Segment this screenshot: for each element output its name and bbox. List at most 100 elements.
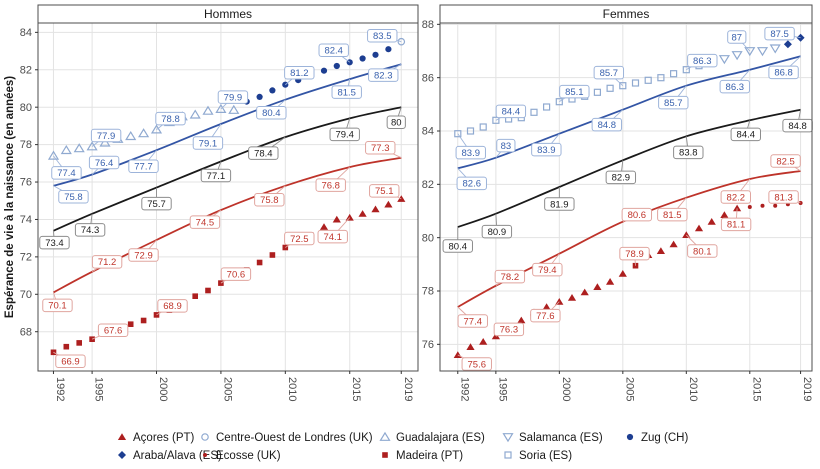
label-box bbox=[544, 197, 575, 211]
legend-item-soria-es: Soria (ES) bbox=[504, 450, 572, 462]
tri-open-icon bbox=[379, 431, 391, 441]
point-soria bbox=[555, 98, 563, 106]
y-tick-label: 76 bbox=[20, 177, 32, 189]
point-soria bbox=[631, 79, 640, 87]
label-box bbox=[51, 166, 82, 180]
point-salamanca bbox=[718, 55, 730, 65]
panel-title-hommes: Hommes bbox=[204, 7, 252, 21]
legend-label: Salamanca (ES) bbox=[519, 432, 603, 444]
label-text: 83 bbox=[501, 141, 512, 152]
point-acores bbox=[567, 294, 577, 301]
label-text: 81.3 bbox=[774, 192, 793, 203]
label-text: 76.8 bbox=[321, 180, 340, 191]
label-text: 77.9 bbox=[97, 131, 116, 142]
label-box bbox=[496, 138, 516, 153]
label-box bbox=[768, 190, 799, 204]
label-box bbox=[687, 244, 718, 258]
x-tick-label: 1992 bbox=[458, 377, 470, 401]
legend-item-centre-ouest-de-londres-uk: Centre-Ouest de Londres (UK) bbox=[201, 432, 373, 444]
point-ecosse-points bbox=[760, 203, 765, 208]
point-acores bbox=[332, 215, 341, 223]
point-zug bbox=[385, 46, 392, 53]
label-text: 87 bbox=[731, 32, 742, 43]
label-box bbox=[442, 239, 473, 253]
point-soria bbox=[606, 84, 614, 92]
label-text: 70.1 bbox=[48, 301, 67, 312]
y-tick-label: 82 bbox=[20, 64, 32, 76]
label-text: 67.6 bbox=[104, 325, 123, 336]
label-box bbox=[315, 178, 346, 192]
legend: Açores (PT) Centre-Ouest de Londres (UK) G… bbox=[117, 431, 688, 462]
series-araba-alava-points bbox=[783, 33, 805, 49]
point-guadalajara bbox=[125, 130, 137, 141]
label-box bbox=[284, 231, 315, 246]
point-madeira bbox=[269, 252, 276, 258]
point-araba-alava-points bbox=[783, 40, 792, 49]
point-acores bbox=[319, 223, 329, 230]
label-text: 74.3 bbox=[81, 225, 100, 236]
point-guadalajara bbox=[228, 104, 240, 114]
y-tick-label: 84 bbox=[422, 126, 434, 138]
point-madeira bbox=[282, 244, 289, 251]
point-madeira bbox=[89, 336, 95, 342]
label-text: 78.9 bbox=[625, 249, 644, 260]
series-ecosse-points bbox=[747, 201, 803, 209]
point-soria bbox=[619, 82, 627, 90]
label-box bbox=[456, 176, 487, 191]
label-text: 80.6 bbox=[628, 210, 647, 221]
point-ecosse-points bbox=[798, 201, 803, 205]
label-text: 82.3 bbox=[374, 70, 393, 81]
label-box bbox=[531, 142, 562, 157]
label-box bbox=[457, 314, 488, 328]
label-box bbox=[58, 190, 89, 204]
label-text: 80.4 bbox=[449, 241, 468, 252]
point-acores bbox=[606, 278, 615, 285]
x-tick-label: 1995 bbox=[93, 377, 105, 401]
label-box bbox=[97, 323, 129, 337]
label-text: 76.3 bbox=[500, 325, 519, 336]
label-box bbox=[727, 30, 747, 44]
label-text: 84.4 bbox=[737, 130, 756, 141]
label-text: 78.2 bbox=[501, 272, 520, 283]
label-box bbox=[42, 298, 73, 313]
point-zug bbox=[256, 93, 263, 100]
label-text: 83.5 bbox=[373, 31, 392, 42]
legend-label: Araba/Alava (ES) bbox=[133, 450, 222, 462]
point-acores bbox=[555, 298, 564, 305]
label-text: 77.6 bbox=[536, 311, 555, 322]
label-box bbox=[55, 354, 86, 369]
label-box bbox=[248, 146, 279, 160]
label-box bbox=[200, 168, 232, 183]
legend-item-salamanca-es: Salamanca (ES) bbox=[502, 432, 603, 444]
label-box bbox=[192, 136, 224, 150]
label-text: 85.7 bbox=[664, 98, 683, 109]
point-madeira bbox=[256, 259, 263, 266]
label-box bbox=[720, 217, 752, 232]
label-text: 85.7 bbox=[600, 68, 619, 79]
legend-item-araba-alava-es: Araba/Alava (ES) bbox=[118, 450, 222, 462]
point-acores bbox=[593, 283, 602, 290]
point-madeira bbox=[140, 317, 147, 324]
label-text: 76.4 bbox=[95, 158, 114, 169]
label-text: 84.4 bbox=[502, 107, 521, 118]
label-text: 80.1 bbox=[693, 246, 712, 257]
label-text: 75.7 bbox=[147, 199, 166, 210]
x-tick-label: 2015 bbox=[750, 377, 762, 401]
legend-label: Madeira (PT) bbox=[396, 450, 463, 462]
y-tick-label: 82 bbox=[422, 179, 434, 191]
y-tick-label: 78 bbox=[20, 139, 32, 151]
label-box bbox=[768, 65, 799, 80]
point-guadalajara bbox=[73, 143, 85, 153]
label-box bbox=[481, 224, 513, 239]
label-box bbox=[493, 322, 525, 337]
y-tick-label: 76 bbox=[422, 339, 434, 351]
x-tick-label: 2005 bbox=[623, 377, 635, 401]
point-salamanca bbox=[769, 44, 781, 54]
y-axis-title: Espérance de vie à la naissance (en anné… bbox=[4, 76, 16, 318]
point-acores bbox=[720, 211, 729, 218]
label-box bbox=[495, 104, 527, 119]
label-text: 81.9 bbox=[550, 199, 569, 210]
label-text: 75.6 bbox=[468, 359, 487, 370]
point-madeira bbox=[192, 293, 198, 299]
series-centre-ouest-londres bbox=[397, 37, 406, 46]
